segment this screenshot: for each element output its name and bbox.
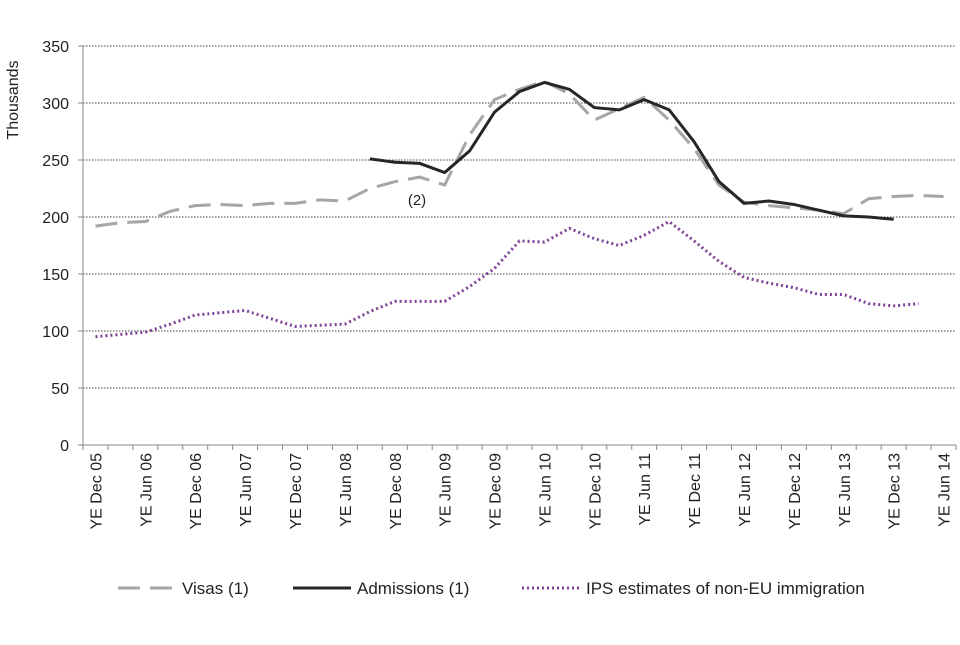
annotation: (2) (408, 192, 426, 209)
x-tick-label: YE Jun 07 (238, 453, 255, 527)
x-tick-label: YE Jun 08 (338, 453, 355, 527)
x-tick-label: YE Jun 14 (937, 453, 954, 527)
y-tick-label: 0 (60, 438, 69, 455)
x-tick-label: YE Dec 12 (787, 453, 804, 530)
series-line (369, 80, 894, 221)
series-line (95, 79, 944, 228)
y-axis-label: Thousands (5, 60, 22, 139)
x-tick-label: YE Dec 09 (488, 453, 505, 530)
x-tick-label: YE Dec 08 (388, 453, 405, 530)
legend-label: Admissions (1) (357, 579, 469, 598)
x-tick-label: YE Dec 05 (88, 453, 105, 530)
y-tick-label: 350 (42, 39, 69, 56)
y-tick-label: 150 (42, 267, 69, 284)
x-tick-label: YE Jun 11 (637, 453, 654, 526)
y-tick-label: 100 (42, 324, 69, 341)
x-tick-label: YE Dec 11 (687, 453, 704, 528)
x-tick-label: YE Dec 13 (887, 453, 904, 530)
legend-label: IPS estimates of non-EU immigration (586, 579, 865, 598)
x-tick-label: YE Dec 10 (587, 453, 604, 530)
y-tick-label: 50 (51, 381, 69, 398)
series-line (95, 219, 919, 339)
y-tick-label: 250 (42, 153, 69, 170)
x-tick-label: YE Dec 07 (288, 453, 305, 530)
x-tick-label: YE Jun 09 (438, 453, 455, 527)
x-tick-label: YE Jun 06 (138, 453, 155, 527)
x-tick-label: YE Dec 06 (188, 453, 205, 530)
y-tick-label: 300 (42, 96, 69, 113)
y-tick-label: 200 (42, 210, 69, 227)
x-tick-label: YE Jun 13 (837, 453, 854, 527)
x-tick-label: YE Jun 12 (737, 453, 754, 527)
x-tick-label: YE Jun 10 (537, 453, 554, 527)
legend-label: Visas (1) (182, 579, 249, 598)
